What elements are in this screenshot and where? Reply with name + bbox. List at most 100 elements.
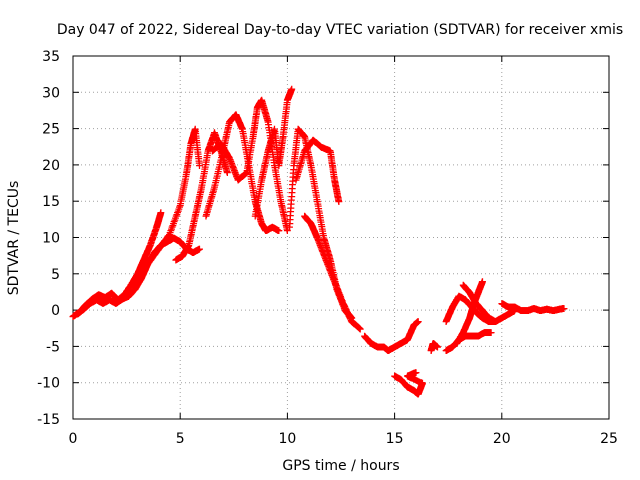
data-point: + [240, 136, 249, 149]
data-point: + [191, 127, 200, 140]
data-point: + [116, 293, 125, 306]
data-point: + [211, 130, 220, 143]
data-point: + [204, 142, 213, 155]
data-point: + [239, 127, 248, 140]
data-point: + [80, 302, 89, 315]
data-point: + [175, 201, 184, 214]
data-point: + [109, 289, 118, 302]
data-point: + [102, 295, 111, 308]
data-point: + [151, 224, 160, 237]
data-point: + [244, 157, 253, 170]
data-point: + [132, 280, 141, 293]
data-point: + [180, 176, 189, 189]
data-point: + [92, 290, 101, 303]
data-point: + [103, 290, 112, 303]
data-point: + [215, 160, 224, 173]
data-point: + [184, 239, 193, 252]
data-point: + [153, 242, 162, 255]
data-point: + [88, 295, 97, 308]
data-point: + [182, 242, 191, 255]
data-point: + [155, 240, 164, 253]
data-point: + [135, 276, 144, 289]
data-point: + [128, 276, 137, 289]
data-points: ++++++++++++++++++++++++++++++++++++++++… [68, 83, 568, 401]
data-point: + [194, 243, 203, 256]
data-point: + [227, 114, 236, 127]
data-point: + [100, 296, 109, 309]
data-point: + [97, 296, 106, 309]
data-point: + [139, 253, 148, 266]
data-point: + [170, 232, 179, 245]
data-point: + [181, 172, 190, 185]
data-point: + [78, 301, 87, 314]
data-point: + [141, 262, 150, 275]
data-point: + [219, 141, 228, 154]
data-point: + [83, 299, 92, 312]
data-point: + [151, 245, 160, 258]
data-point: + [241, 138, 250, 151]
data-point: + [189, 127, 198, 140]
data-point: + [105, 293, 114, 306]
data-point: + [144, 242, 153, 255]
data-point: + [140, 265, 149, 278]
data-point: + [207, 134, 216, 147]
data-point: + [199, 172, 208, 185]
data-point: + [84, 298, 93, 311]
data-point: + [174, 204, 183, 217]
data-point: + [152, 221, 161, 234]
data-point: + [83, 299, 92, 312]
data-point: + [186, 245, 195, 258]
data-point: + [139, 267, 148, 280]
data-point: + [95, 289, 104, 302]
data-point: + [208, 132, 217, 145]
data-point: + [68, 310, 77, 323]
data-point: + [81, 301, 90, 314]
data-point: + [133, 278, 142, 291]
data-point: + [153, 219, 162, 232]
data-point: + [105, 293, 114, 306]
data-point: + [151, 246, 160, 259]
data-point: + [153, 243, 162, 256]
data-point: + [205, 140, 214, 153]
data-point: + [134, 270, 143, 283]
data-point: + [128, 285, 137, 298]
data-point: + [254, 206, 263, 219]
data-point: + [141, 263, 150, 276]
data-point: + [234, 114, 243, 127]
data-point: + [147, 234, 156, 247]
data-point: + [131, 271, 140, 284]
data-point: + [184, 244, 193, 257]
x-tick-label: 5 [176, 431, 185, 447]
data-point: + [181, 241, 190, 254]
data-point: + [206, 136, 215, 149]
data-point: + [219, 153, 228, 166]
data-point: + [192, 138, 201, 151]
data-point: + [98, 290, 107, 303]
data-point: + [232, 109, 241, 122]
data-point: + [89, 295, 98, 308]
data-point: + [158, 238, 167, 251]
y-tick-label: -15 [37, 412, 60, 428]
data-point: + [185, 244, 194, 257]
data-point: + [173, 253, 182, 266]
data-point: + [255, 209, 264, 222]
data-point: + [133, 271, 142, 284]
data-point: + [178, 238, 187, 251]
data-point: + [176, 197, 185, 210]
data-point: + [188, 246, 197, 259]
data-point: + [91, 294, 100, 307]
data-point: + [93, 289, 102, 302]
data-point: + [237, 122, 246, 135]
data-point: + [203, 144, 212, 157]
data-point: + [121, 291, 130, 304]
data-point: + [144, 256, 153, 269]
data-point: + [203, 147, 212, 160]
data-point: + [87, 293, 96, 306]
data-point: + [115, 292, 124, 305]
data-point: + [137, 259, 146, 272]
data-point: + [177, 250, 186, 263]
data-point: + [142, 247, 151, 260]
data-point: + [113, 293, 122, 306]
data-point: + [205, 139, 214, 152]
data-point: + [87, 296, 96, 309]
